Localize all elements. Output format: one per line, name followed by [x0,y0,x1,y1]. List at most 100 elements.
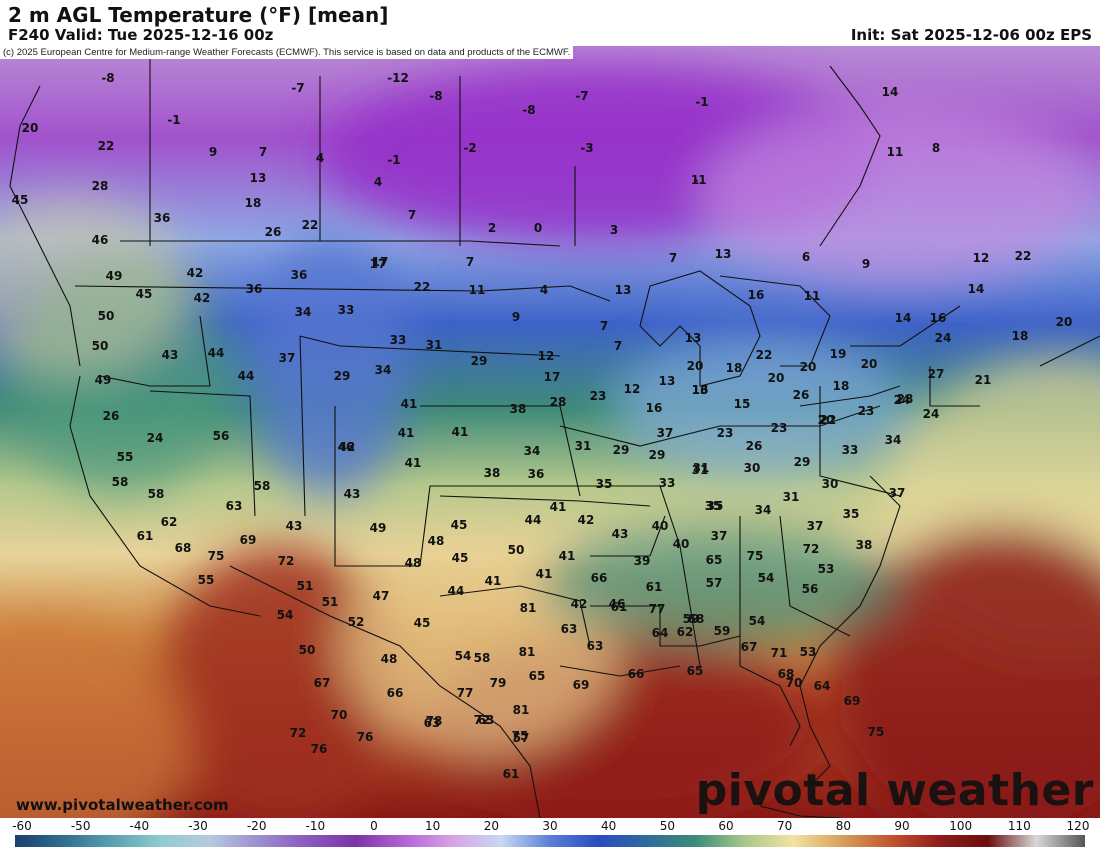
temperature-value: 61 [611,600,628,614]
temperature-value: 36 [291,268,308,282]
temperature-value: 42 [571,597,588,611]
temperature-value: 51 [322,595,339,609]
temperature-value: 16 [748,288,765,302]
temperature-value: 34 [375,363,392,377]
temperature-value: 23 [771,421,788,435]
temperature-value: 69 [573,678,590,692]
temperature-value: -1 [693,173,706,187]
temperature-value: 45 [452,551,469,565]
temperature-value: 57 [513,731,530,745]
temperature-value: 44 [208,346,225,360]
temperature-value: 53 [818,562,835,576]
temperature-value: 72 [803,542,820,556]
temperature-value: 77 [649,602,666,616]
temperature-value: 64 [652,626,669,640]
temperature-value: 65 [529,669,546,683]
temperature-value: 37 [711,529,728,543]
temperature-value: 41 [398,426,415,440]
temperature-value: 11 [469,283,486,297]
temperature-value: 49 [370,521,387,535]
temperature-value: 43 [344,487,361,501]
temperature-value: 45 [451,518,468,532]
temperature-value: 28 [550,395,567,409]
legend-tick-label: 50 [659,819,675,833]
temperature-value: 14 [895,311,912,325]
temperature-value: 63 [478,713,495,727]
temperature-value: 20 [22,121,39,135]
legend-tick-label: 70 [777,819,793,833]
temperature-value: 20 [687,359,704,373]
temperature-value: 50 [92,339,109,353]
temperature-value: 20 [818,413,835,427]
temperature-map[interactable]: -8 -12 -7 -8 -8 -7 -1 -1 -2 -3 -1 -1 14 11 8 20 22 9 7 4 13 4… [0,46,1100,818]
temperature-value: 55 [198,573,215,587]
legend-tick-label: -30 [188,819,208,833]
temperature-value: 13 [250,171,267,185]
temperature-value: 41 [452,425,469,439]
temperature-value: 58 [112,475,129,489]
temperature-value: 68 [175,541,192,555]
temperature-value: 38 [510,402,527,416]
temperature-value: 69 [240,533,257,547]
temperature-value: 75 [208,549,225,563]
temperature-value: 37 [279,351,296,365]
temperature-value: 54 [758,571,775,585]
temperature-value: 47 [373,589,390,603]
temperature-value: 9 [862,257,870,271]
temperature-value: 24 [923,407,940,421]
temperature-value: 4 [374,175,382,189]
temperature-value: 50 [508,543,525,557]
temperature-value: 41 [401,397,418,411]
temperature-value: -7 [291,81,304,95]
temperature-value: 41 [559,549,576,563]
temperature-value: -8 [522,103,535,117]
legend-gradient [15,835,1085,847]
temperature-value: 68 [688,612,705,626]
temperature-value: 63 [587,639,604,653]
temperature-value: 35 [596,477,613,491]
temperature-value: 58 [254,479,271,493]
temperature-value: 23 [858,404,875,418]
temperature-value: 66 [628,667,645,681]
temperature-value: 69 [844,694,861,708]
temperature-value: 58 [474,651,491,665]
temperature-value: 38 [856,538,873,552]
temperature-value: 15 [734,397,751,411]
temperature-value: 59 [714,624,731,638]
temperature-value: 62 [677,625,694,639]
temperature-value: 48 [428,534,445,548]
temperature-value: 17 [372,255,389,269]
temperature-value: 43 [162,348,179,362]
temperature-value: 48 [405,556,422,570]
chart-title: 2 m AGL Temperature (°F) [mean] [8,3,389,27]
temperature-value: 24 [147,431,164,445]
temperature-value: 9 [209,145,217,159]
temperature-value: 11 [887,145,904,159]
temperature-value: 24 [935,331,952,345]
temperature-value: 42 [194,291,211,305]
temperature-value: 78 [426,714,443,728]
temperature-value: 4 [316,151,324,165]
temperature-value: -7 [575,89,588,103]
website-link[interactable]: www.pivotalweather.com [16,796,229,814]
valid-time: F240 Valid: Tue 2025-12-16 00z [8,26,274,44]
temperature-value: 7 [614,339,622,353]
temperature-value: 41 [550,500,567,514]
temperature-value: 26 [103,409,120,423]
temperature-value: 71 [771,646,788,660]
temperature-value: 81 [519,645,536,659]
temperature-value: 34 [524,444,541,458]
temperature-value: 20 [861,357,878,371]
temperature-value: 54 [277,608,294,622]
temperature-value: 45 [414,616,431,630]
temperature-value: 34 [755,503,772,517]
temperature-value: 39 [634,554,651,568]
temperature-value: 61 [503,767,520,781]
legend-tick-label: 120 [1066,819,1090,833]
temperature-value: 54 [455,649,472,663]
temperature-value: 48 [381,652,398,666]
temperature-value: 33 [659,476,676,490]
temperature-value: -8 [101,71,114,85]
temperature-value: 31 [783,490,800,504]
temperature-value: 75 [747,549,764,563]
